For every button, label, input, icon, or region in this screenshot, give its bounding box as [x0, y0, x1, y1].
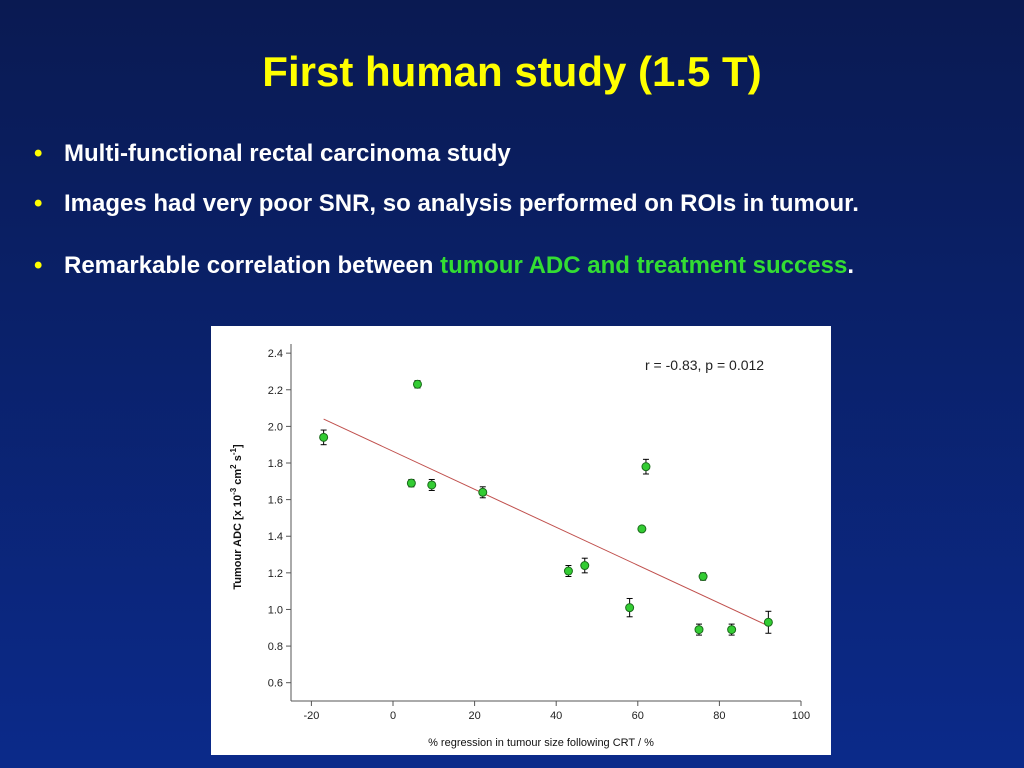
bullet-dot: •	[34, 190, 43, 217]
y-tick-label: 1.0	[268, 604, 283, 616]
bullet-text: Multi-functional rectal carcinoma study	[64, 140, 511, 167]
y-tick-label: 0.8	[268, 641, 283, 653]
data-points	[319, 379, 773, 636]
y-tick-label: 0.6	[268, 678, 283, 690]
data-point	[625, 603, 635, 613]
y-tick-label: 1.6	[268, 495, 283, 507]
x-tick-label: 80	[713, 710, 725, 722]
chart-axes: 0.6 0.8 1.0 1.2 1.4 1.6 1.8 2.0 2.2 2.4 -20 0 20 40 60…	[268, 344, 810, 722]
bullet-text: Images had very poor SNR, so analysis pe…	[64, 190, 859, 217]
x-tick-label: -20	[303, 710, 319, 722]
data-point	[637, 524, 647, 534]
fit-line-group	[323, 418, 769, 627]
x-tick-label: 20	[468, 710, 480, 722]
bullet-text-after: .	[847, 252, 855, 279]
bullet-item: • Multi-functional rectal carcinoma study	[34, 139, 511, 169]
y-label-part: Tumour ADC [x 10	[232, 495, 244, 590]
x-tick-label: 60	[632, 710, 644, 722]
data-point	[427, 480, 437, 490]
bullet-highlight: tumour ADC and treatment success	[440, 252, 848, 279]
y-tick-label: 1.8	[268, 458, 283, 470]
bullet-dot: •	[34, 140, 43, 167]
chart-svg: 0.6 0.8 1.0 1.2 1.4 1.6 1.8 2.0 2.2 2.4 -20 0 20 40 60…	[229, 344, 810, 749]
data-point	[478, 487, 488, 497]
y-axis-label: Tumour ADC [x 10-3 cm2 s-1]	[229, 444, 244, 590]
data-point	[412, 379, 422, 389]
data-point	[563, 566, 573, 576]
correlation-annotation: r = -0.83, p = 0.012	[645, 357, 764, 373]
data-point	[406, 478, 416, 488]
y-tick-label: 2.0	[268, 421, 283, 433]
x-tick-label: 40	[550, 710, 562, 722]
scatter-chart: 0.6 0.8 1.0 1.2 1.4 1.6 1.8 2.0 2.2 2.4 -20 0 20 40 60…	[211, 326, 831, 755]
y-label-part: ]	[232, 444, 244, 448]
x-tick-label: 100	[792, 710, 810, 722]
y-label-part: s	[232, 455, 244, 464]
y-label-exponent: 2	[229, 464, 238, 469]
y-tick-label: 2.4	[268, 348, 283, 360]
data-point	[319, 432, 329, 442]
x-tick-label: 0	[390, 710, 396, 722]
y-label-exponent: -3	[229, 487, 238, 495]
x-axis-label: % regression in tumour size following CR…	[428, 737, 654, 749]
data-point	[580, 561, 590, 571]
y-tick-label: 1.4	[268, 531, 283, 543]
data-point	[763, 617, 773, 627]
data-point	[698, 572, 708, 582]
data-point	[727, 625, 737, 635]
data-point	[694, 625, 704, 635]
bullet-text-before: Remarkable correlation between	[64, 252, 441, 279]
y-tick-label: 2.2	[268, 385, 283, 397]
y-label-part: cm	[232, 469, 244, 488]
y-label-exponent: -1	[229, 448, 238, 456]
bullet-item: • Images had very poor SNR, so analysis p…	[34, 189, 859, 219]
slide-title: First human study (1.5 T)	[262, 48, 762, 95]
y-tick-label: 1.2	[268, 568, 283, 580]
bullet-dot: •	[34, 252, 43, 279]
data-point	[641, 462, 651, 472]
bullet-item: • Remarkable correlation between tumour A…	[34, 251, 854, 281]
regression-line	[323, 418, 769, 627]
